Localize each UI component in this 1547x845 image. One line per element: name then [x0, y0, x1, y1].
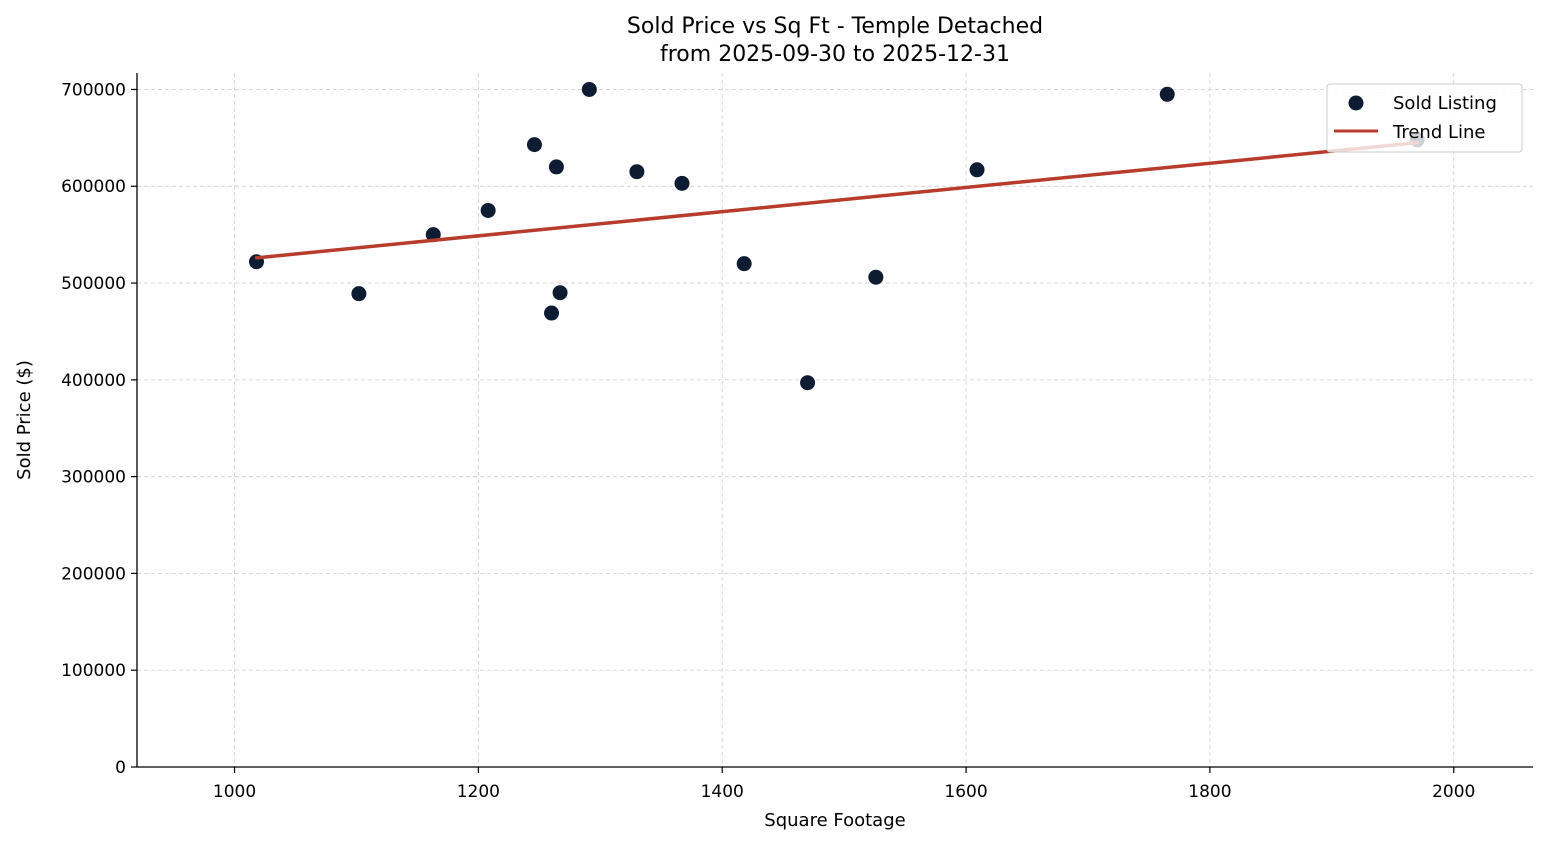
x-tick-label: 2000 [1432, 782, 1475, 802]
scatter-point [674, 175, 690, 191]
y-tick-label: 500000 [61, 274, 126, 294]
scatter-point [581, 81, 597, 97]
scatter-point [480, 202, 496, 218]
y-axis-label: Sold Price ($) [14, 360, 35, 480]
scatter-point [800, 375, 816, 391]
scatter-point [969, 162, 985, 178]
x-tick-label: 1800 [1188, 782, 1231, 802]
scatter-point [526, 137, 542, 153]
y-tick-label: 400000 [61, 371, 126, 391]
scatter-point [544, 305, 560, 321]
trend-line [254, 140, 1419, 260]
y-tick-label: 700000 [61, 80, 126, 100]
scatter-point [1159, 86, 1175, 102]
legend-label-trend-line: Trend Line [1392, 122, 1486, 143]
y-tick-label: 0 [115, 758, 126, 778]
x-axis-label: Square Footage [764, 810, 905, 831]
plot-area [248, 81, 1425, 391]
x-tick-label: 1000 [213, 782, 256, 802]
scatter-point [736, 256, 752, 272]
y-tick-label: 300000 [61, 468, 126, 488]
scatter-point [629, 164, 645, 180]
axis-ticks: 1000 1200 1400 1600 1800 2000 0 100000 200000 300… [61, 80, 1475, 802]
grid [137, 73, 1533, 768]
x-tick-label: 1400 [701, 782, 744, 802]
scatter-point [351, 286, 367, 302]
chart-subtitle: from 2025-09-30 to 2025-12-31 [660, 42, 1010, 67]
x-tick-label: 1200 [457, 782, 500, 802]
legend: Sold Listing Trend Line [1326, 83, 1523, 153]
y-tick-label: 600000 [61, 177, 126, 197]
legend-scatter-marker [1348, 95, 1364, 111]
scatter-point [552, 285, 568, 301]
scatter-point [548, 159, 564, 175]
legend-frame [1326, 83, 1523, 153]
y-tick-label: 100000 [61, 661, 126, 681]
scatter-point [868, 269, 884, 285]
y-tick-label: 200000 [61, 564, 126, 584]
legend-label-sold-listing: Sold Listing [1393, 93, 1497, 114]
x-tick-label: 1600 [944, 782, 987, 802]
chart-title: Sold Price vs Sq Ft - Temple Detached [627, 14, 1043, 39]
